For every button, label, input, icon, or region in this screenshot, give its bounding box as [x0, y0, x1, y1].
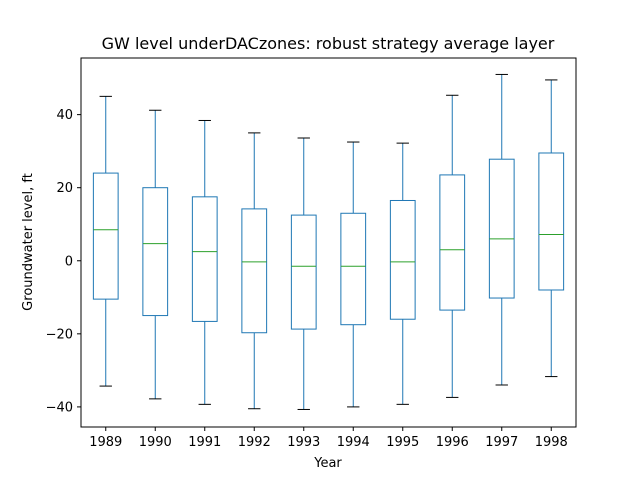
box-1992-iqr — [241, 208, 268, 334]
x-tick-label-1992: 1992 — [238, 435, 271, 450]
y-tick-label--40: −40 — [46, 400, 73, 415]
chart-title: GW level underDACzones: robust strategy … — [102, 34, 555, 53]
x-tick-label-1994: 1994 — [337, 435, 370, 450]
x-tick-label-1990: 1990 — [139, 435, 172, 450]
plot-area: 1989 1990 1991 1992 1993 1994 1995 1996 1997 1998… — [46, 57, 577, 450]
box-1990-iqr — [142, 187, 169, 317]
box-1994-iqr — [340, 212, 367, 326]
x-axis-label: Year — [313, 456, 342, 471]
x-tick-label-1997: 1997 — [485, 435, 518, 450]
x-tick-label-1998: 1998 — [535, 435, 568, 450]
box-1995-iqr — [389, 199, 416, 320]
box-1996-iqr — [439, 174, 466, 311]
box-1998-iqr — [538, 152, 565, 291]
x-tick-label-1993: 1993 — [287, 435, 320, 450]
y-axis-label: Groundwater level, ft — [21, 173, 36, 311]
y-tick-label-20: 20 — [56, 181, 73, 196]
box-1991-iqr — [191, 196, 218, 322]
axes-frame — [80, 57, 577, 428]
y-tick-label--20: −20 — [46, 327, 73, 342]
box-1989-iqr — [92, 172, 119, 300]
box-1993-iqr — [290, 214, 317, 330]
x-tick-label-1996: 1996 — [436, 435, 469, 450]
y-tick-label-0: 0 — [65, 254, 73, 269]
y-tick-label-40: 40 — [56, 108, 73, 123]
x-tick-label-1995: 1995 — [386, 435, 419, 450]
x-tick-label-1991: 1991 — [188, 435, 221, 450]
x-tick-label-1989: 1989 — [89, 435, 122, 450]
box-1997-iqr — [488, 158, 515, 299]
